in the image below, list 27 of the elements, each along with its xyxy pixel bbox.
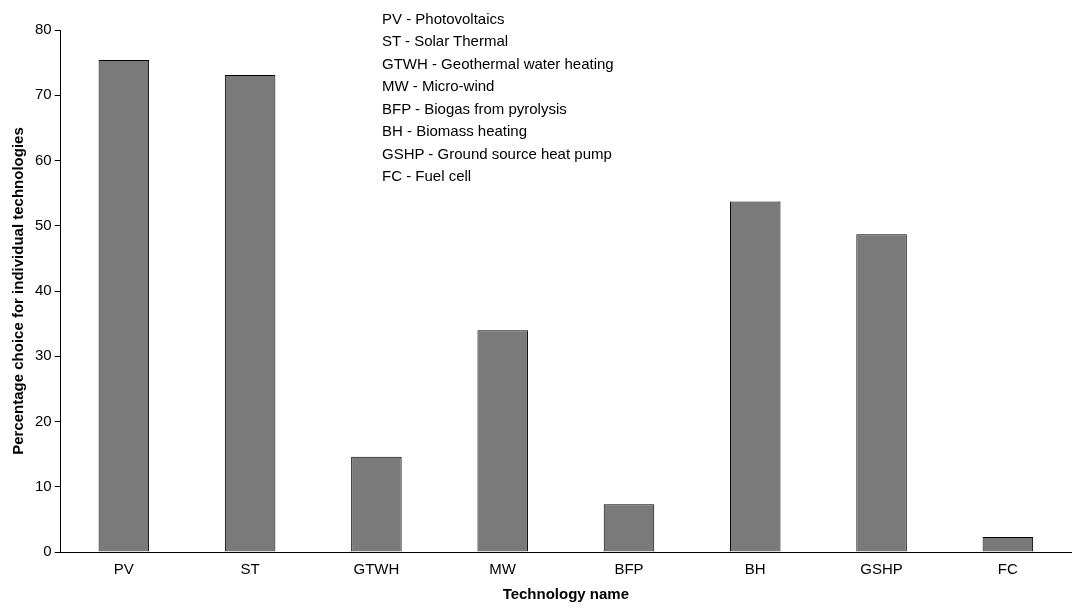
annotation: ST - Solar Thermal bbox=[381, 32, 509, 50]
x-tick-label: BH bbox=[744, 560, 766, 578]
x-tick-label: PV bbox=[113, 560, 134, 578]
y-tick-label: 80 bbox=[35, 20, 52, 38]
y-tick-label: 60 bbox=[35, 150, 52, 168]
text: PV - Photovoltaics bbox=[381, 9, 505, 27]
x-axis-title: Technology name bbox=[502, 585, 630, 603]
y-tick-label: 20 bbox=[35, 411, 52, 429]
annotation: BFP - Biogas from pyrolysis bbox=[381, 99, 567, 117]
x-tick-label: MW bbox=[489, 560, 517, 578]
y-axis-title: Percentage choice for individual technologies bbox=[9, 127, 27, 455]
y-tick-label: 70 bbox=[35, 85, 52, 103]
x-tick-label: BFP bbox=[614, 560, 644, 578]
x-tick-label: GSHP bbox=[860, 560, 903, 578]
y-tick-label: 0 bbox=[43, 542, 52, 560]
annotation: MW - Micro-wind bbox=[381, 77, 495, 95]
y-tick-label: 10 bbox=[35, 476, 52, 494]
x-tick-label: ST bbox=[240, 560, 260, 578]
y-tick-label: 50 bbox=[35, 215, 52, 233]
x-tick-label: GTWH bbox=[353, 560, 400, 578]
x-tick-label: FC bbox=[997, 560, 1019, 578]
annotation: FC - Fuel cell bbox=[381, 167, 472, 185]
y-tick-label: 30 bbox=[35, 346, 52, 364]
annotation: GSHP - Ground source heat pump bbox=[381, 144, 612, 162]
annotation: BH - Biomass heating bbox=[381, 122, 528, 140]
annotation: GTWH - Geothermal water heating bbox=[381, 54, 614, 72]
y-tick-label: 40 bbox=[35, 281, 52, 299]
